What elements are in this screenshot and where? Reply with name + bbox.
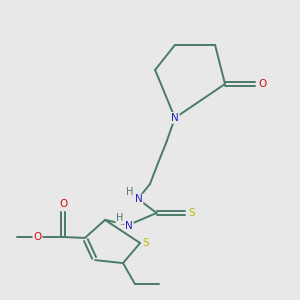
Text: S: S xyxy=(142,238,149,248)
Text: S: S xyxy=(189,208,195,218)
Text: N: N xyxy=(135,194,142,205)
Text: O: O xyxy=(59,199,67,209)
Text: H: H xyxy=(116,213,124,224)
Text: O: O xyxy=(258,79,267,89)
Text: H: H xyxy=(126,187,133,197)
Text: O: O xyxy=(33,232,42,242)
Text: N: N xyxy=(171,113,179,123)
Text: N: N xyxy=(125,220,133,231)
